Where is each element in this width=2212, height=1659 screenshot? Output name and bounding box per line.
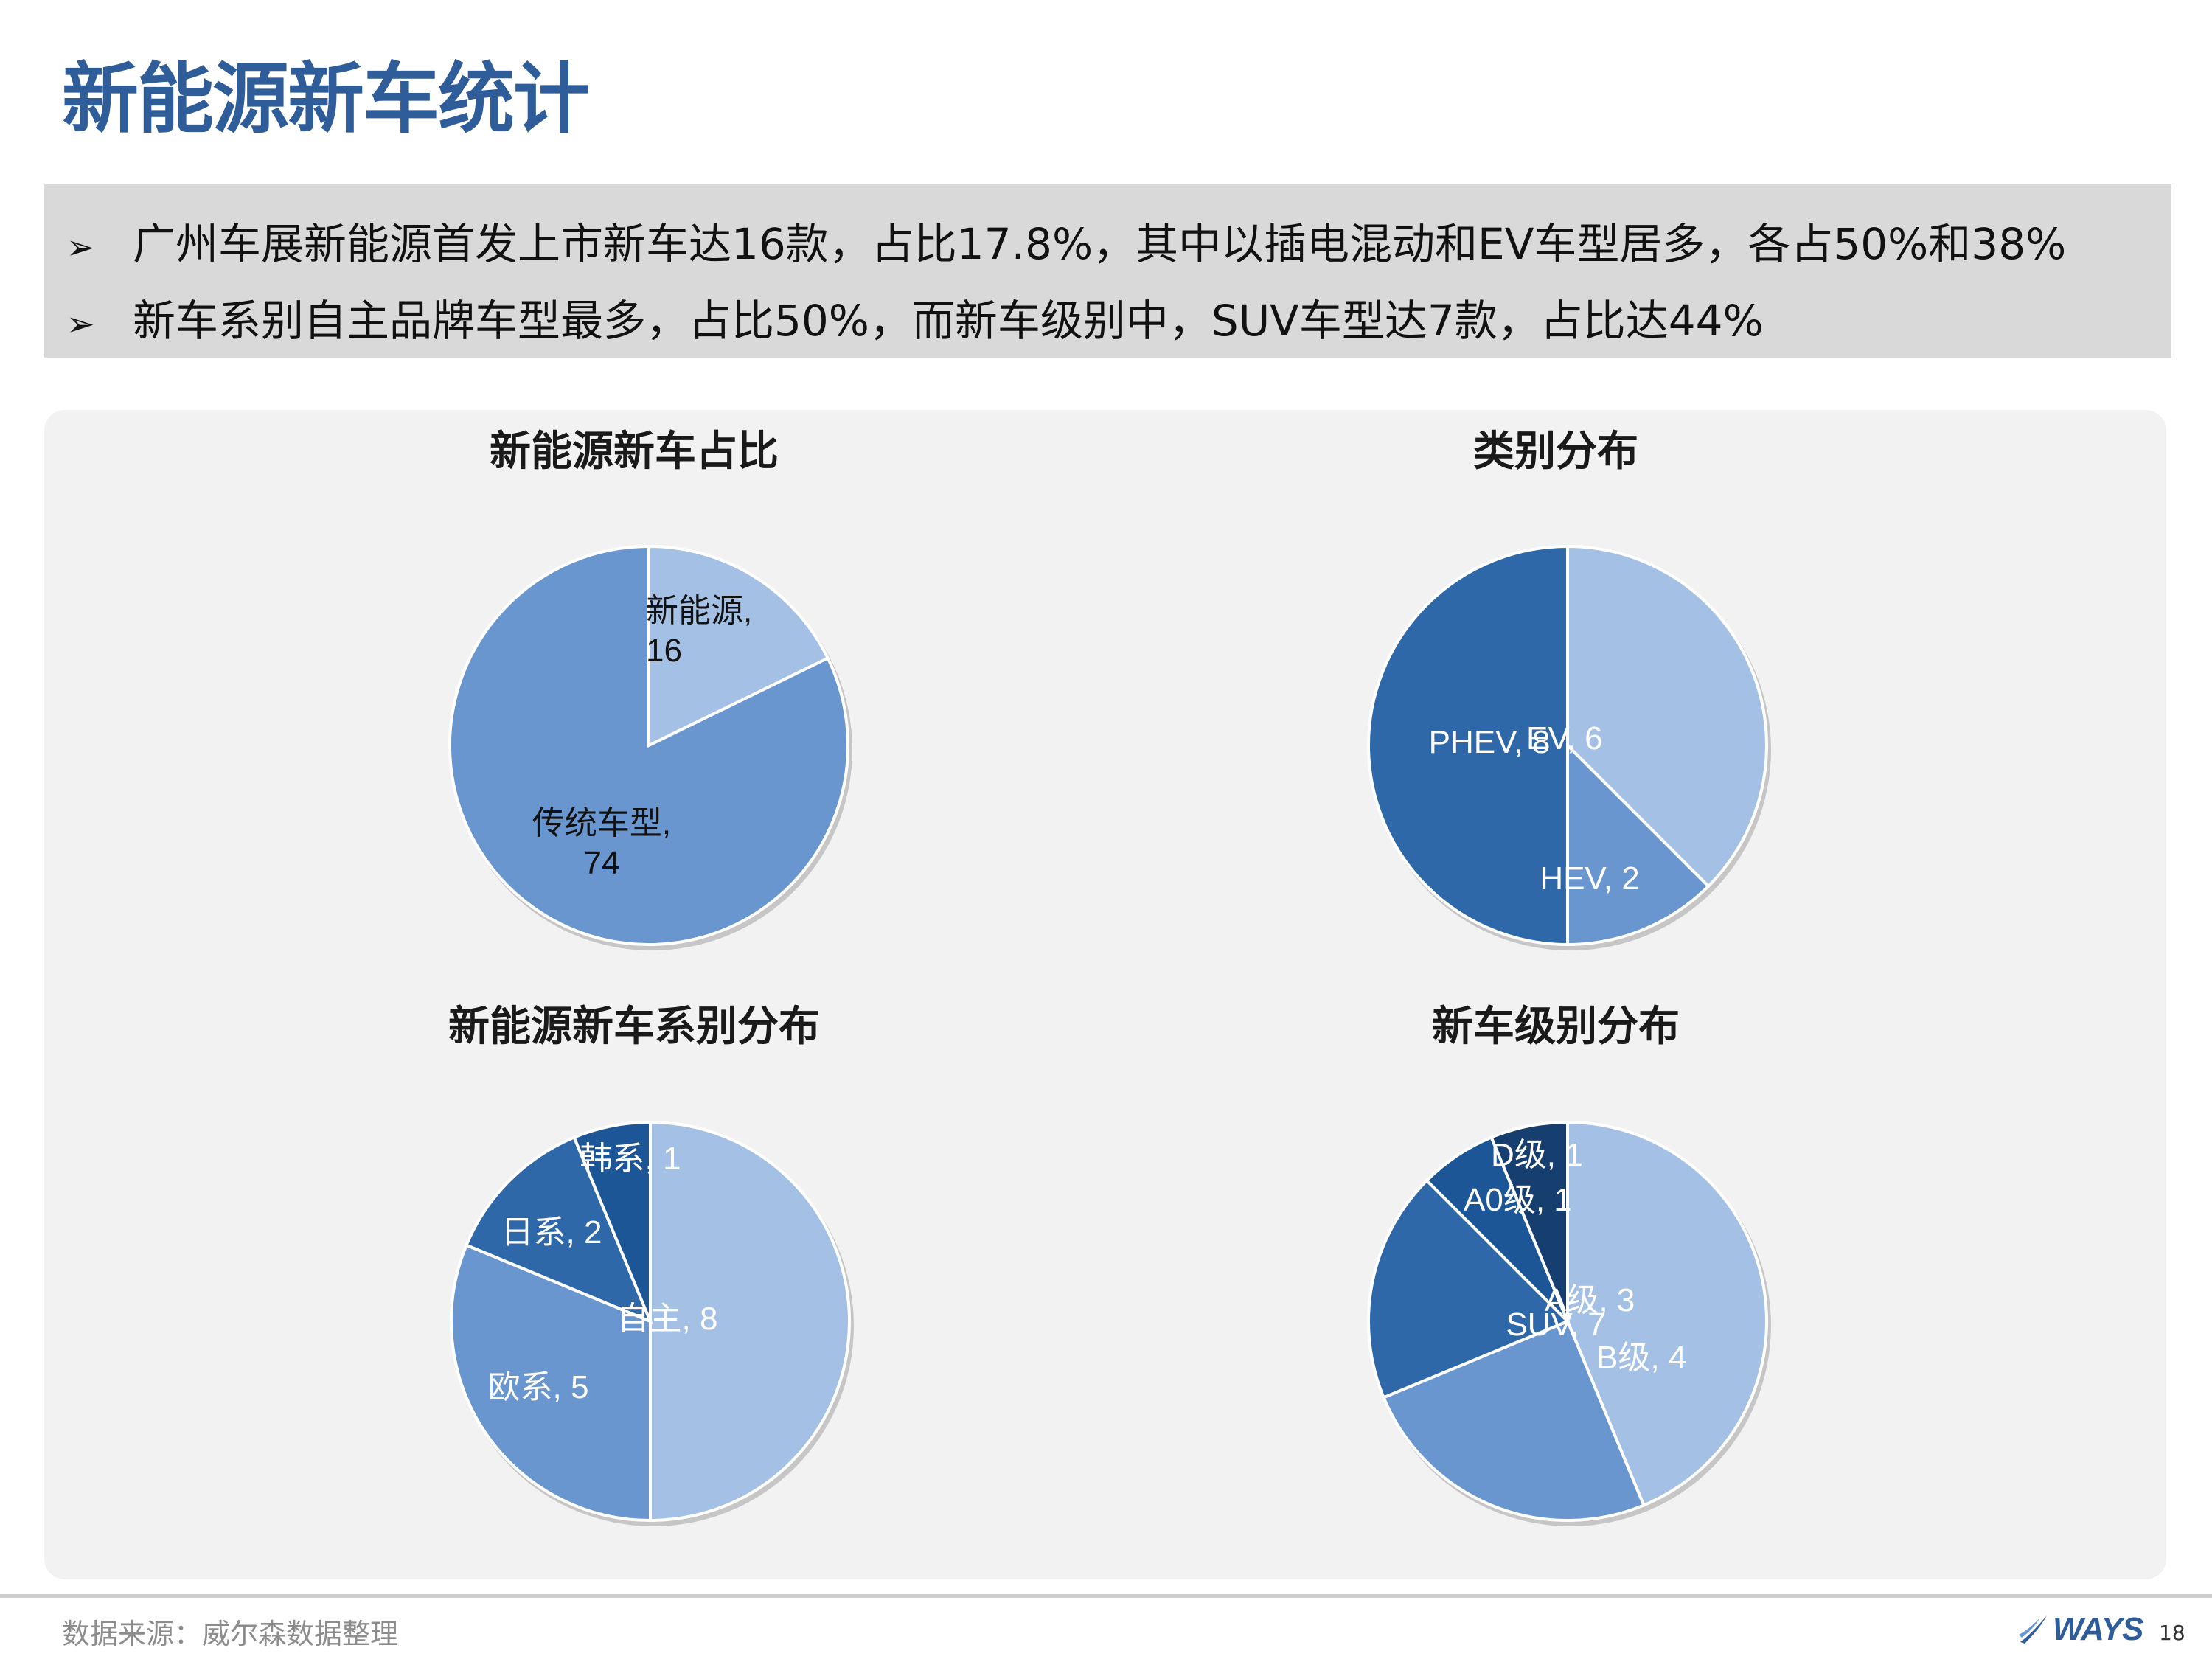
- pie-slice-SUV: [1566, 1120, 1768, 1508]
- slice-label: EV, 6: [1526, 720, 1603, 757]
- footer-divider: [0, 1594, 2212, 1598]
- pie-slice-EV: [1566, 544, 1768, 888]
- chart-title: 新能源新车系别分布: [448, 1003, 820, 1051]
- page-number: 18: [2159, 1621, 2185, 1645]
- data-source-note: 数据来源：威尔森数据整理: [62, 1618, 399, 1650]
- slice-label: A级, 3: [1545, 1282, 1635, 1318]
- slice-label: D级, 1: [1491, 1137, 1583, 1173]
- charts-panel: 新能源新车占比新能源, 16 传统车型, 74 类别分布 EV, 6 HEV, 2 PHEV,…: [44, 410, 2166, 1579]
- arrowhead-icon: ➢: [66, 304, 95, 344]
- logo-swoosh-icon: [2019, 1615, 2047, 1644]
- pie-slice-自主: [649, 1120, 851, 1523]
- pie-slice-HEV: [1566, 742, 1711, 947]
- chart-title: 新车级别分布: [1432, 1003, 1680, 1051]
- logo-text: WAYS: [2053, 1611, 2143, 1647]
- slice-label: 传统车型, 74: [532, 805, 671, 881]
- summary-bullet-text: 广州车展新能源首发上市新车达16款，占比17.8%，其中以插电混动和EV车型居多…: [133, 219, 2067, 269]
- pie-slice-D级: [1489, 1120, 1569, 1322]
- summary-box: ➢ 广州车展新能源首发上市新车达16款，占比17.8%，其中以插电混动和EV车型居…: [44, 184, 2171, 358]
- pie-slice-新能源: [647, 544, 830, 748]
- slice-label: 韩系, 1: [580, 1141, 681, 1177]
- slice-label: SUV, 7: [1506, 1307, 1605, 1343]
- summary-bullet-text: 新车系别自主品牌车型最多，占比50%，而新车级别中，SUV车型达7款，占比达44…: [133, 296, 1764, 346]
- slice-label: 日系, 2: [501, 1214, 602, 1251]
- summary-bullet-2: ➢ 新车系别自主品牌车型最多，占比50%，而新车级别中，SUV车型达7款，占比达4…: [66, 288, 2160, 354]
- slice-label: 新能源, 16: [646, 593, 752, 669]
- slice-label: 欧系, 5: [488, 1369, 589, 1405]
- summary-bullet-1: ➢ 广州车展新能源首发上市新车达16款，占比17.8%，其中以插电混动和EV车型居…: [66, 211, 2160, 277]
- pie-slice-A级: [1366, 1178, 1571, 1399]
- pie-slice-传统车型: [448, 544, 849, 946]
- slice-label: B级, 4: [1596, 1340, 1686, 1376]
- pie-slice-日系: [464, 1135, 653, 1324]
- slice-label: 自主, 8: [617, 1301, 718, 1337]
- slice-label: PHEV, 8: [1429, 724, 1551, 760]
- company-logo: WAYS: [2017, 1607, 2143, 1652]
- arrowhead-icon: ➢: [66, 227, 95, 267]
- pie-slice-韩系: [572, 1120, 652, 1322]
- pie-chart-2: 类别分布 EV, 6 HEV, 2 PHEV, 8: [1367, 428, 1771, 950]
- slice-label: HEV, 2: [1540, 860, 1639, 897]
- chart-title: 类别分布: [1473, 428, 1638, 476]
- chart-title: 新能源新车占比: [490, 428, 779, 476]
- pie-chart-4: 新车级别分布 SUV, 7B级, 4 A级, 3 A0级, 1 D级, 1: [1366, 1003, 1771, 1526]
- pie-slice-PHEV: [1367, 544, 1569, 947]
- pie-slice-欧系: [450, 1243, 652, 1523]
- slice-label: A0级, 1: [1464, 1182, 1572, 1218]
- page-title: 新能源新车统计: [62, 54, 590, 144]
